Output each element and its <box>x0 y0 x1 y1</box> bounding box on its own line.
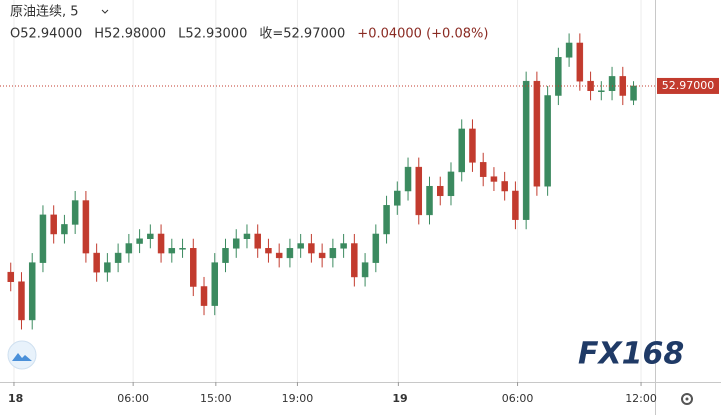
candle-body <box>114 252 122 263</box>
candle-body <box>479 162 487 177</box>
candle-body <box>501 181 508 192</box>
candle-body <box>533 80 541 187</box>
legend: O52.94000 H52.98000 L52.93000 收=52.97000 +0.… <box>10 27 488 42</box>
candle-body <box>436 185 444 197</box>
candle-body <box>490 176 498 182</box>
legend-item: +0.04000 (+0.08%) <box>357 27 488 42</box>
candle-body <box>222 248 229 263</box>
candle-body <box>275 252 283 259</box>
candle-body <box>447 171 455 197</box>
candle-body <box>211 262 219 306</box>
last-price-label: 52.97000 <box>662 79 715 92</box>
candle-body <box>232 238 240 249</box>
candle-body <box>318 252 326 259</box>
candle-body <box>61 224 68 235</box>
candle-body <box>18 281 25 321</box>
settings-icon[interactable] <box>681 393 693 405</box>
candle-body <box>308 243 315 254</box>
candle-body <box>136 238 143 244</box>
candle-body <box>243 233 251 240</box>
candle-body <box>404 166 412 192</box>
candle-body <box>125 243 133 254</box>
candles <box>7 33 637 330</box>
x-tick-label: 19:00 <box>282 392 314 405</box>
candle-body <box>71 200 79 225</box>
x-tick-label: 18 <box>8 392 23 405</box>
chevron-icon <box>101 9 109 14</box>
logo-button[interactable] <box>7 340 37 370</box>
candle-body <box>82 200 90 254</box>
candle-body <box>512 190 519 220</box>
x-tick-label: 06:00 <box>117 392 149 405</box>
legend-item: L52.93000 <box>178 27 247 42</box>
candle-body <box>168 248 176 254</box>
candle-body <box>7 271 14 282</box>
candle-body <box>587 80 594 91</box>
candle-body <box>200 286 208 306</box>
candle-body <box>555 57 562 96</box>
candle-body <box>147 233 154 240</box>
x-tick-label: 15:00 <box>200 392 232 405</box>
candle-body <box>544 95 551 187</box>
candle-body <box>426 185 433 216</box>
settings-icon-center <box>685 397 689 401</box>
candle-body <box>383 205 390 235</box>
x-tick-label: 06:00 <box>502 392 534 405</box>
candle-body <box>619 76 627 96</box>
candle-body <box>522 80 530 220</box>
candle-body <box>598 90 605 92</box>
candle-body <box>576 42 584 82</box>
candle-body <box>93 252 100 273</box>
symbol: 原油连续, 5 <box>10 4 79 20</box>
legend-item: H52.98000 <box>94 27 166 42</box>
candle-body <box>329 248 337 259</box>
candle-body <box>630 85 637 101</box>
candle-body <box>565 42 573 58</box>
candle-body <box>265 248 272 254</box>
candle-body <box>608 76 616 91</box>
candle-body <box>104 262 111 273</box>
candle-body <box>351 243 358 278</box>
candle-body <box>179 248 186 250</box>
legend-item: 收=52.97000 <box>259 27 345 42</box>
candle-body <box>469 128 476 163</box>
watermark: FX168 <box>578 337 684 372</box>
candle-body <box>372 233 380 263</box>
candle-body <box>415 166 423 216</box>
candle-body <box>458 128 465 173</box>
last-price-box <box>657 77 719 94</box>
candle-body <box>394 190 401 206</box>
candle-body <box>361 262 369 278</box>
candle-body <box>190 248 197 287</box>
candle-body <box>157 233 165 254</box>
candle-body <box>39 214 47 263</box>
candle-body <box>28 262 36 321</box>
candle-body <box>340 243 347 249</box>
candle-body <box>254 233 261 249</box>
candle-body <box>286 248 294 259</box>
logo-icon <box>12 353 32 361</box>
legend-item: O52.94000 <box>10 27 82 42</box>
candle-body <box>297 243 304 249</box>
candle-body <box>50 214 57 235</box>
x-tick-label: 19 <box>392 392 407 405</box>
x-tick-label: 12:00 <box>625 392 657 405</box>
